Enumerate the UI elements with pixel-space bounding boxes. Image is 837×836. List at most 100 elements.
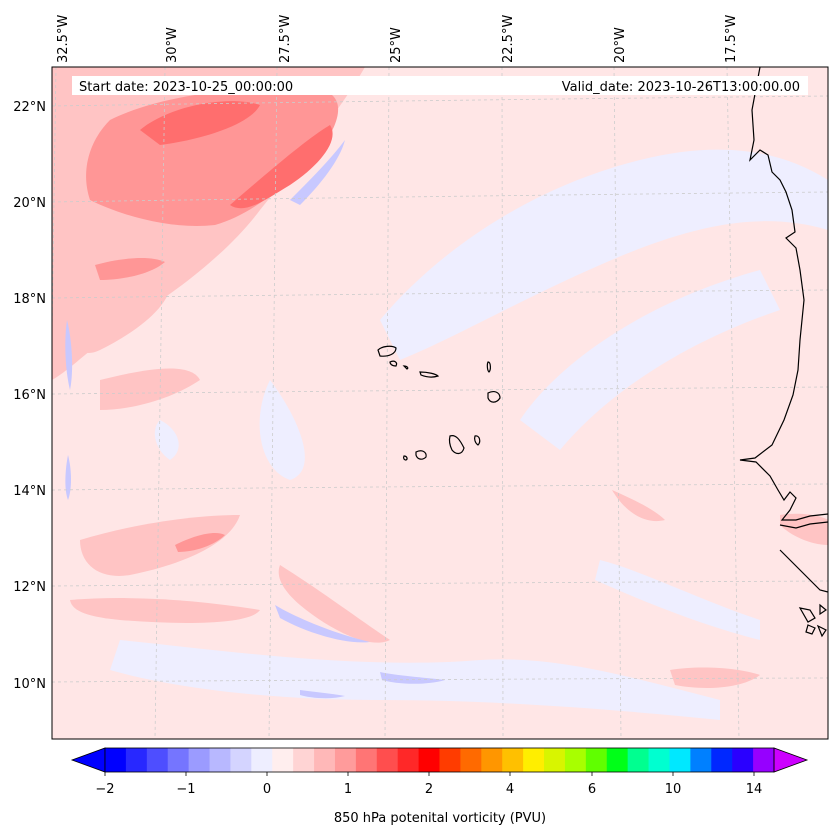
colorbar-segment bbox=[314, 748, 336, 772]
colorbar-segment bbox=[690, 748, 712, 772]
colorbar-segment bbox=[105, 748, 127, 772]
pv-pink-patch-coast bbox=[780, 513, 828, 545]
colorbar-segment bbox=[711, 748, 733, 772]
lon-label: 20°W bbox=[613, 27, 628, 63]
gridline-lat-18 bbox=[52, 289, 828, 299]
colorbar-segment bbox=[188, 748, 211, 772]
colorbar-tick-label: 14 bbox=[746, 782, 763, 797]
lat-label: 16°N bbox=[13, 388, 46, 403]
map-panel bbox=[52, 67, 828, 739]
pv-dark-red-core-2 bbox=[230, 125, 333, 209]
pv-light-blue-patch-east bbox=[595, 560, 760, 640]
pv-pink-patch-southeast bbox=[670, 667, 760, 688]
colorbar-segment bbox=[272, 748, 294, 772]
colorbar-segment bbox=[376, 748, 399, 772]
lon-label: 27.5°W bbox=[278, 15, 293, 63]
colorbar-segment bbox=[418, 748, 440, 772]
colorbar-tick-label: −1 bbox=[176, 782, 195, 797]
colorbar-segment bbox=[481, 748, 503, 772]
gridline-lon-20 bbox=[613, 67, 622, 739]
colorbar-segment bbox=[167, 748, 190, 772]
island-santiago bbox=[448, 435, 465, 455]
gridline-lat-14 bbox=[52, 483, 828, 491]
colorbar-segment bbox=[209, 748, 231, 772]
colorbar-tick-label: 4 bbox=[506, 782, 514, 797]
colorbar-segments bbox=[105, 748, 775, 772]
pv-pink-streak-south bbox=[100, 368, 200, 410]
island-sal bbox=[486, 361, 491, 373]
latitude-labels: 22°N 20°N 18°N 16°N 14°N 12°N 10°N bbox=[13, 100, 46, 692]
map-frame bbox=[51, 66, 829, 740]
colorbar-ticks bbox=[104, 772, 755, 776]
pv-blue-streak-south-1 bbox=[275, 605, 370, 643]
colorbar-extend-low bbox=[70, 747, 106, 773]
lon-label: 17.5°W bbox=[724, 15, 739, 63]
colorbar-tick-label: 6 bbox=[588, 782, 596, 797]
pv-pink-streak-southwest bbox=[70, 598, 260, 623]
colorbar-segment bbox=[627, 748, 650, 772]
lat-label: 18°N bbox=[13, 292, 46, 307]
gridlines bbox=[52, 67, 828, 739]
lat-label: 20°N bbox=[13, 196, 46, 211]
pv-positive-areas bbox=[52, 67, 828, 688]
gridline-lat-12 bbox=[52, 580, 828, 587]
colorbar-tick-label: −2 bbox=[95, 782, 114, 797]
colorbar-segment bbox=[585, 748, 608, 772]
pv-pink-streak-west bbox=[60, 270, 172, 353]
colorbar-outline bbox=[104, 747, 775, 773]
island-maio bbox=[474, 435, 481, 446]
island-santa-luzia bbox=[402, 365, 409, 370]
colorbar-segment bbox=[502, 748, 524, 772]
african-coastline bbox=[739, 67, 828, 638]
pv-blue-streak-south-2 bbox=[380, 672, 445, 684]
coastline-gambia bbox=[779, 521, 828, 529]
colorbar-segment bbox=[460, 748, 482, 772]
colorbar-segment bbox=[355, 748, 378, 772]
pv-dark-red-core-1 bbox=[140, 101, 260, 145]
gridline-lon-22.5 bbox=[501, 67, 504, 739]
colorbar-segment bbox=[544, 748, 566, 772]
coastline-bijagos-islands bbox=[798, 603, 828, 638]
pv-blue-streak-south-3 bbox=[300, 690, 345, 699]
cape-verde-islands bbox=[377, 345, 501, 461]
longitude-labels: 32.5°W 30°W 27.5°W 25°W 22.5°W 20°W 17.5… bbox=[56, 15, 739, 63]
pv-light-blue-band-north bbox=[380, 149, 828, 360]
gridline-lat-20 bbox=[52, 191, 828, 203]
colorbar-segment bbox=[293, 748, 315, 772]
colorbar-segment bbox=[125, 748, 148, 772]
colorbar-tick-label: 2 bbox=[425, 782, 433, 797]
lat-label: 12°N bbox=[13, 580, 46, 595]
start-date-label: Start date: 2023-10-25_00:00:00 bbox=[79, 80, 293, 95]
colorbar-segment bbox=[564, 748, 587, 772]
pv-red-streak-west bbox=[95, 258, 165, 280]
valid-date-label: Valid_date: 2023-10-26T13:00:00.00 bbox=[562, 80, 800, 95]
island-brava bbox=[403, 455, 408, 461]
colorbar-segment bbox=[753, 748, 775, 772]
lon-label: 22.5°W bbox=[501, 15, 516, 63]
island-sao-vicente bbox=[389, 360, 398, 367]
pv-pink-patch-east bbox=[612, 490, 665, 522]
colorbar: −2 −1 0 1 2 4 6 10 14 850 hPa potenital … bbox=[70, 747, 809, 826]
pv-pink-patch-southwest bbox=[80, 515, 240, 576]
colorbar-extend-high bbox=[773, 747, 809, 773]
lat-label: 10°N bbox=[13, 677, 46, 692]
pv-blue-streak-north bbox=[290, 140, 345, 205]
pv-light-blue-band-southwest bbox=[259, 380, 305, 480]
lon-label: 25°W bbox=[389, 27, 404, 63]
colorbar-segment bbox=[146, 748, 169, 772]
colorbar-tick-label: 1 bbox=[344, 782, 352, 797]
colorbar-segment bbox=[606, 748, 629, 772]
colorbar-segment bbox=[439, 748, 461, 772]
colorbar-segment bbox=[648, 748, 670, 772]
gridline-lon-27.5 bbox=[268, 67, 278, 739]
gridline-lat-16 bbox=[52, 386, 828, 395]
pv-light-blue-band-central bbox=[520, 270, 780, 450]
pv-blue-streak-west-2 bbox=[65, 455, 71, 500]
lat-label: 14°N bbox=[13, 484, 46, 499]
colorbar-tick-label: 0 bbox=[263, 782, 271, 797]
date-header: Start date: 2023-10-25_00:00:00 Valid_da… bbox=[72, 76, 808, 95]
gridline-lat-10 bbox=[52, 677, 828, 683]
colorbar-segment bbox=[251, 748, 273, 772]
colorbar-segment bbox=[732, 748, 754, 772]
